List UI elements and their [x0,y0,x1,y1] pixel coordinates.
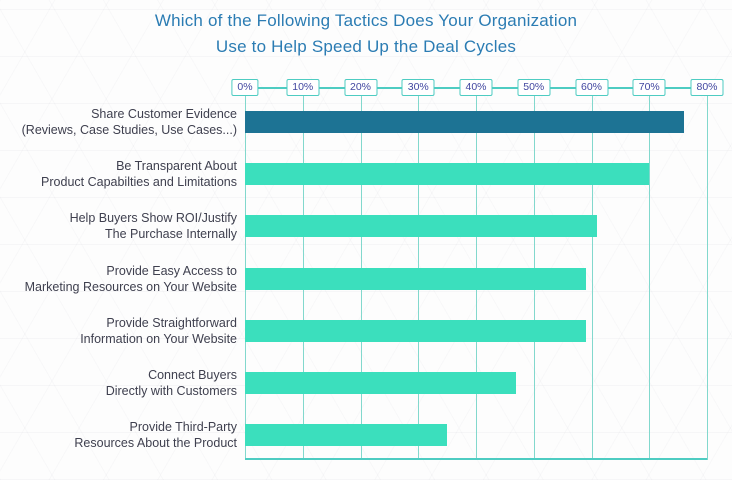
chart-bottom-line [245,458,707,460]
x-tick-30%: 30% [401,79,435,96]
x-tick-60%: 60% [574,79,609,96]
bar-4 [245,319,586,342]
category-label-line: Provide Third-Party [129,420,237,435]
category-label-line: Connect Buyers [148,368,237,382]
bar-1 [245,163,650,186]
bar-0 [245,111,684,133]
bar-5 [245,372,517,394]
category-label-line: Directly with Customers [105,384,237,398]
x-tick-0%: 0% [231,79,259,96]
category-label-4: Provide Straightforward Information on Yo… [0,315,245,347]
category-label-1: Be Transparent About Product Capabilties … [0,158,245,190]
category-labels: Share Customer Evidence (Reviews, Case St… [0,87,245,460]
gridline-60% [591,87,593,460]
chart-title-line1: Which of the Following Tactics Does Your… [154,11,578,30]
gridline-80% [707,87,708,460]
chart-title-line2: Use to Help Speed Up the Deal Cycles [215,37,517,56]
gridline-70% [649,87,651,460]
chart-title: Which of the Following Tactics Does Your… [0,8,732,60]
category-label-line: (Reviews, Case Studies, Use Cases...) [21,123,237,137]
bar-3 [245,267,586,290]
category-label-line: Resources About the Product [74,436,237,451]
category-label-6: Provide Third-Party Resources About the P… [0,419,245,451]
x-tick-10%: 10% [286,79,320,96]
category-label-3: Provide Easy Access to Marketing Resource… [0,263,245,295]
x-tick-50%: 50% [517,79,551,96]
x-tick-40%: 40% [459,79,493,96]
category-label-line: Marketing Resources on Your Website [24,279,237,294]
x-tick-70%: 70% [632,79,666,96]
plot-area: 0% 10% 20% 30% 40% 50% 60% 70% 80% [231,79,724,460]
category-label-2: Help Buyers Show ROI/Justify The Purchase… [0,210,245,242]
x-tick-20%: 20% [343,79,378,96]
category-label-0: Share Customer Evidence (Reviews, Case St… [0,106,245,138]
category-label-line: Provide Straightforward [106,315,237,330]
category-label-line: Help Buyers Show ROI/Justify [69,211,237,226]
category-label-line: Share Customer Evidence [91,107,237,121]
category-label-line: Be Transparent About [116,159,237,174]
category-label-line: Provide Easy Access to [106,263,237,278]
category-label-line: The Purchase Internally [104,227,237,242]
category-label-5: Connect Buyers Directly with Customers [0,367,245,399]
bar-6 [245,424,448,447]
category-label-line: Information on Your Website [80,331,237,346]
bar-2 [245,215,598,238]
x-tick-80%: 80% [690,79,724,96]
category-label-line: Product Capabilties and Limitations [41,175,237,190]
